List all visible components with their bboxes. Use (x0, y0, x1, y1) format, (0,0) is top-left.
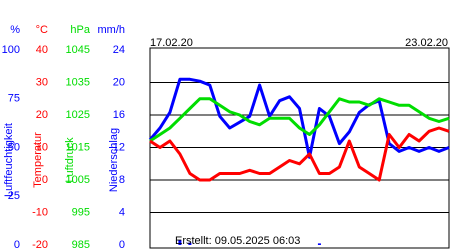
y-tick-label: 8 (119, 174, 125, 186)
y-tick-label: 0 (119, 239, 125, 250)
y-tick-label: 10 (36, 141, 48, 153)
y-tick-label: 995 (72, 206, 90, 218)
axis-unit: °C (36, 24, 48, 36)
bar (317, 243, 321, 245)
y-tick-label: 40 (36, 44, 48, 56)
y-tick-label: 1035 (66, 76, 90, 88)
bar (188, 242, 192, 245)
y-tick-label: 50 (8, 141, 20, 153)
footer: Erstellt: 09.05.2025 06:03 (175, 235, 300, 247)
series-line (149, 126, 450, 182)
y-tick-label: 24 (113, 44, 125, 56)
series-line (148, 77, 450, 159)
axis-title: Luftfeuchtigkeit (3, 123, 15, 197)
y-tick-label: 1015 (66, 141, 90, 153)
axis-unit: mm/h (98, 24, 126, 36)
y-tick-label: 4 (119, 206, 125, 218)
axis-title: Niederschlag (108, 128, 120, 192)
y-tick-label: 1025 (66, 109, 90, 121)
y-tick-label: 100 (2, 44, 20, 56)
y-tick-label: 985 (72, 239, 90, 250)
axis-title: Temperatur (32, 132, 44, 188)
start-date: 17.02.20 (150, 37, 193, 49)
y-tick-label: -20 (32, 239, 48, 250)
axis-title: Luftdruck (64, 137, 76, 183)
end-date: 23.02.20 (405, 37, 448, 49)
y-tick-label: 75 (8, 93, 20, 105)
bar (178, 240, 182, 245)
axis-unit: hPa (70, 24, 90, 36)
y-tick-label: 1045 (66, 44, 90, 56)
y-tick-label: 16 (113, 109, 125, 121)
axis-unit: % (10, 24, 20, 36)
y-tick-label: 25 (8, 190, 20, 202)
y-tick-label: 12 (113, 141, 125, 153)
y-tick-label: 30 (36, 76, 48, 88)
y-tick-label: 0 (42, 174, 48, 186)
series-line (149, 97, 450, 143)
y-tick-label: 1005 (66, 174, 90, 186)
y-tick-label: -10 (32, 206, 48, 218)
y-tick-label: 20 (36, 109, 48, 121)
y-tick-label: 0 (14, 239, 20, 250)
y-tick-label: 20 (113, 76, 125, 88)
